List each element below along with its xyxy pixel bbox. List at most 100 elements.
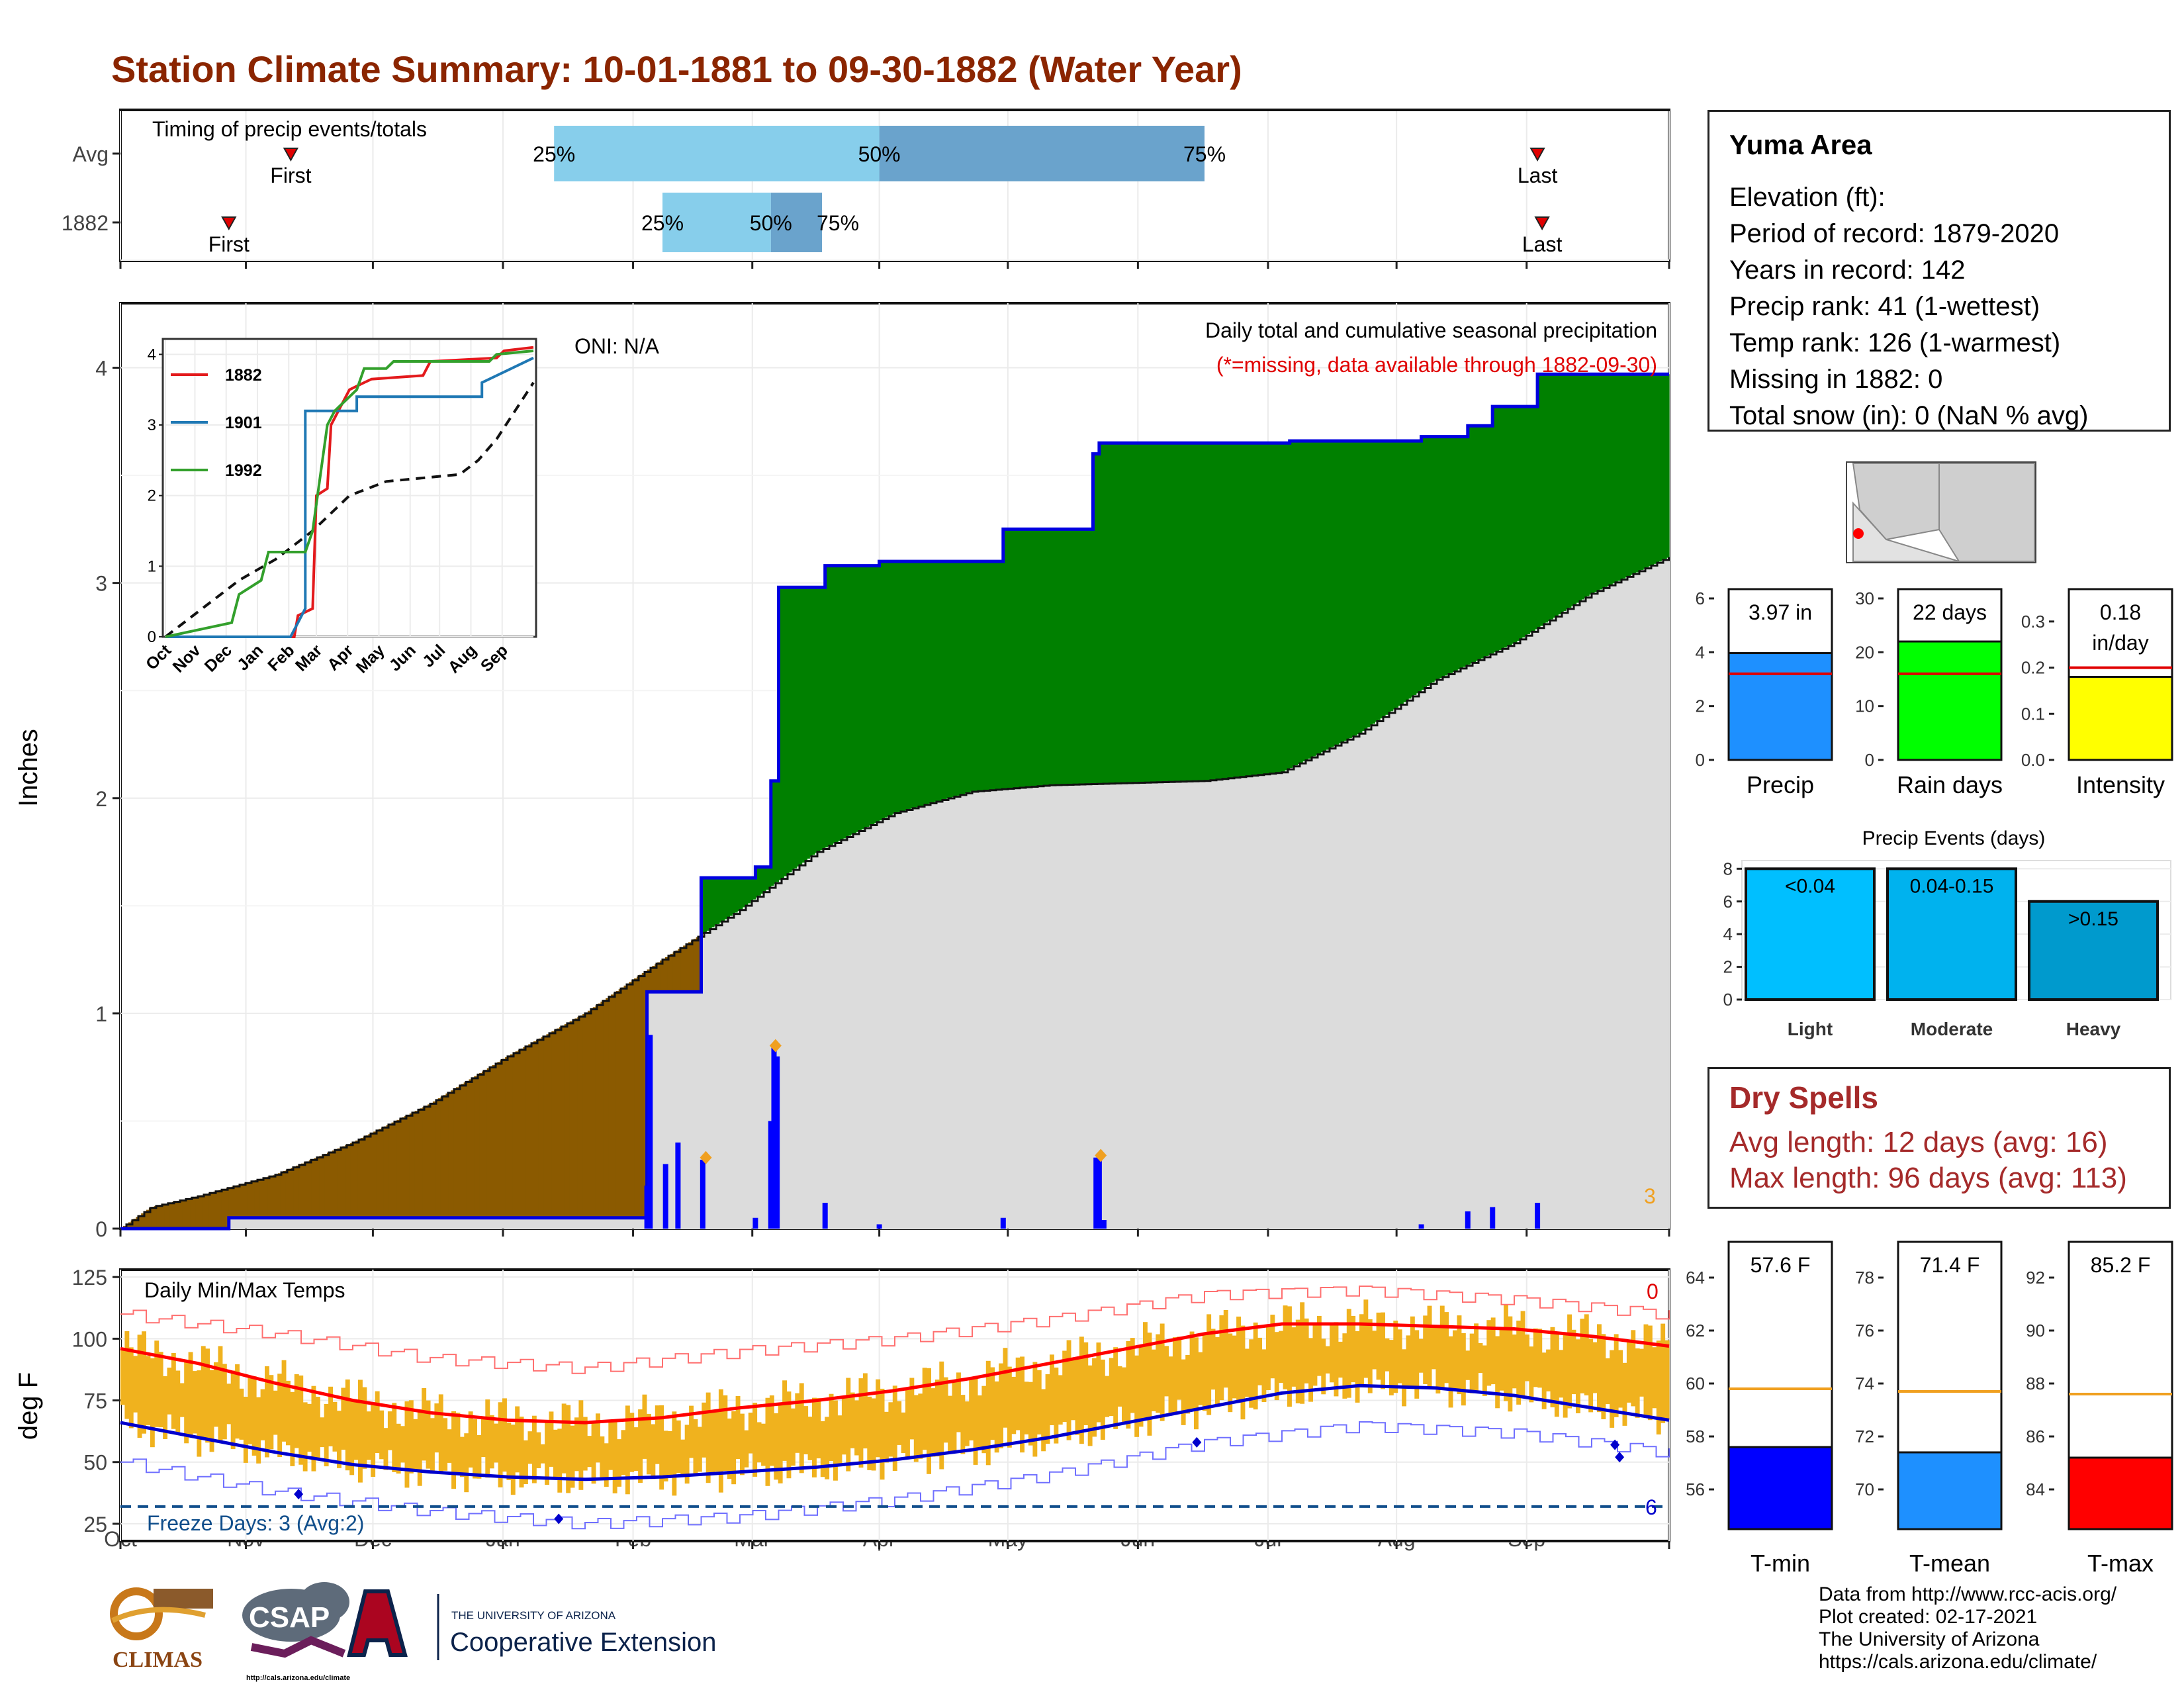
surplus-band <box>1093 453 1097 784</box>
deficit-band <box>365 1135 369 1218</box>
avg-max-line <box>120 1322 1670 1425</box>
daily-temp-bar <box>888 1402 893 1457</box>
events-ytick-label: 8 <box>1723 859 1733 878</box>
daily-temp-bar <box>1559 1350 1564 1398</box>
daily-temp-bar <box>621 1430 626 1476</box>
precip-panel: 01234OctNovDecJanFebMarAprMayJunJulAugSe… <box>14 259 1670 1551</box>
surplus-band <box>1566 374 1569 610</box>
deficit-band <box>680 947 684 992</box>
daily-temp-bar <box>578 1400 584 1490</box>
daily-temp-bar <box>281 1360 287 1442</box>
deficit-band <box>262 1178 265 1218</box>
surplus-band <box>1008 529 1012 789</box>
deficit-band <box>156 1205 160 1229</box>
surplus-band <box>1578 374 1582 602</box>
surplus-band <box>1439 436 1443 679</box>
daily-temp-bar <box>222 1364 227 1440</box>
surplus-band <box>962 561 965 794</box>
surplus-band <box>1411 441 1414 697</box>
surplus-band <box>913 561 916 808</box>
daily-temp-bar <box>1194 1337 1199 1430</box>
deficit-band <box>647 969 651 992</box>
daily-temp-bar <box>1647 1325 1653 1421</box>
surplus-band <box>729 878 733 916</box>
surplus-band <box>1346 441 1349 739</box>
deficit-band <box>611 994 614 1218</box>
daily-temp-bar <box>1151 1349 1156 1411</box>
surplus-band <box>1297 441 1300 765</box>
deficit-band <box>577 1017 580 1218</box>
surplus-band <box>1473 426 1477 663</box>
station-precip-rank: Precip rank: 41 (1-wettest) <box>1729 292 2040 321</box>
daily-temp-bar <box>1206 1314 1212 1415</box>
daily-temp-bar <box>1512 1335 1517 1389</box>
surplus-band <box>993 561 996 790</box>
deficit-band <box>288 1168 291 1218</box>
surplus-band <box>792 587 795 870</box>
daily-temp-bar <box>1143 1322 1148 1418</box>
daily-temp-bar <box>473 1419 478 1479</box>
surplus-band <box>1633 374 1636 574</box>
surplus-band <box>1116 443 1120 784</box>
surplus-band <box>933 561 936 802</box>
deficit-band <box>350 1143 353 1218</box>
precip-missing-note: (*=missing, data available through 1882-… <box>1216 353 1657 377</box>
daily-temp-bar <box>803 1406 809 1454</box>
daily-temp-bar <box>1351 1315 1356 1383</box>
deficit-band <box>463 1082 467 1218</box>
daily-temp-bar <box>1210 1329 1216 1390</box>
timing-row-label: Avg <box>72 142 109 166</box>
daily-temp-bar <box>396 1423 401 1474</box>
credit-url: https://cals.arizona.edu/climate/ <box>1819 1651 2097 1673</box>
daily-temp-bar <box>880 1388 885 1480</box>
deficit-band <box>585 1012 588 1218</box>
timing-first-label: First <box>208 232 250 256</box>
daily-precip-bar <box>774 1056 780 1229</box>
surplus-band <box>1240 443 1244 777</box>
daily-temp-bar <box>833 1400 838 1481</box>
deficit-band <box>409 1113 413 1218</box>
deficit-band <box>231 1186 235 1218</box>
daily-temp-bar <box>1342 1333 1347 1399</box>
surplus-band <box>1057 529 1061 785</box>
inset-ytick-label: 0 <box>148 628 156 646</box>
surplus-band <box>1328 441 1332 749</box>
figure-title: Station Climate Summary: 10-01-1881 to 0… <box>111 48 1242 90</box>
daily-temp-bar <box>1346 1309 1351 1398</box>
daily-temp-bar <box>689 1405 694 1458</box>
events-category-label: Moderate <box>1911 1019 1993 1039</box>
precip-ytick-label: 2 <box>95 787 107 811</box>
daily-temp-bar <box>1291 1327 1297 1387</box>
daily-temp-bar <box>913 1395 919 1462</box>
deficit-band <box>569 1021 573 1218</box>
year-cumulative-line <box>120 372 1669 1231</box>
surplus-band <box>1134 443 1138 783</box>
surplus-band <box>1106 443 1110 784</box>
deficit-band <box>541 1037 545 1218</box>
deficit-band <box>435 1100 439 1218</box>
summary-ytick-label: 0.1 <box>2021 704 2045 724</box>
summary-ytick-label: 90 <box>2026 1321 2045 1340</box>
surplus-band <box>887 561 890 817</box>
surplus-band <box>1114 443 1117 784</box>
surplus-band <box>1005 529 1009 789</box>
dry-spells-avg: Avg length: 12 days (avg: 16) <box>1729 1126 2108 1158</box>
surplus-band <box>1455 436 1458 671</box>
daily-temp-bar <box>1423 1315 1428 1384</box>
daily-temp-bar <box>761 1423 766 1466</box>
daily-temp-bar <box>1270 1315 1275 1379</box>
daily-temp-bar <box>1622 1362 1627 1426</box>
daily-temp-bar <box>1113 1347 1118 1429</box>
summary-ytick-label: 56 <box>1686 1479 1705 1499</box>
summary-bar-rain-days <box>1897 640 2003 761</box>
daily-precip-bar <box>1096 1153 1102 1229</box>
climas-text: CLIMAS <box>113 1648 203 1672</box>
daily-temp-bar <box>1198 1352 1203 1405</box>
daily-temp-bar <box>269 1375 274 1450</box>
daily-temp-bar <box>651 1424 656 1479</box>
deficit-band <box>357 1139 361 1218</box>
surplus-band <box>1054 529 1058 785</box>
daily-temp-bar <box>561 1403 567 1474</box>
deficit-band <box>399 1118 402 1218</box>
daily-temp-bar <box>795 1393 800 1453</box>
